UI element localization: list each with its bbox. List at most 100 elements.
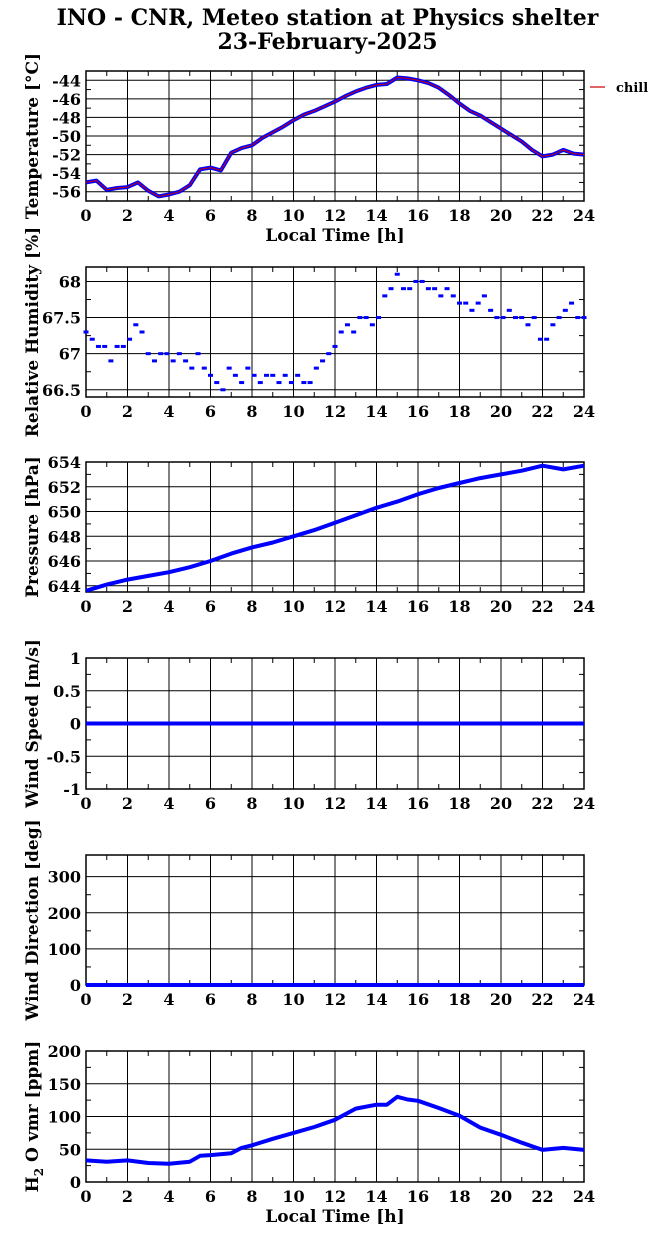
- x-tick-label: 24: [573, 794, 595, 813]
- y-tick-label: -54: [52, 164, 81, 183]
- x-tick-label: 12: [324, 597, 346, 616]
- data-point: [425, 287, 431, 291]
- x-tick-label: 20: [490, 402, 512, 421]
- x-tick-label: 18: [448, 794, 470, 813]
- x-tick-label: 10: [282, 794, 304, 813]
- x-tick-label: 12: [324, 206, 346, 225]
- data-point: [407, 287, 413, 291]
- data-point: [363, 316, 369, 320]
- plot-frame: [85, 70, 585, 202]
- x-tick-label: 6: [205, 402, 216, 421]
- y-tick-label: -50: [52, 127, 81, 146]
- x-tick-label: 22: [531, 794, 553, 813]
- y-tick-label: 50: [59, 1140, 81, 1159]
- x-tick-label: 12: [324, 794, 346, 813]
- data-point: [531, 316, 537, 320]
- x-tick-label: 22: [531, 1187, 553, 1206]
- x-tick-label: 20: [490, 794, 512, 813]
- data-point: [295, 373, 301, 377]
- y-tick-label: 300: [48, 868, 81, 887]
- y-axis-label: Relative Humidity [%]: [23, 227, 43, 437]
- data-point: [251, 373, 257, 377]
- x-tick-label: 18: [448, 990, 470, 1009]
- x-tick-label: 12: [324, 990, 346, 1009]
- data-point: [264, 373, 270, 377]
- x-tick-label: 18: [448, 402, 470, 421]
- y-axis-label: Temperature [°C]: [23, 53, 43, 219]
- x-tick-label: 24: [573, 990, 595, 1009]
- data-point: [120, 344, 126, 348]
- x-tick-label: 20: [490, 206, 512, 225]
- x-tick-label: 18: [448, 597, 470, 616]
- x-tick-label: 24: [573, 597, 595, 616]
- y-tick-label: -44: [52, 71, 81, 90]
- data-point: [351, 330, 357, 334]
- data-point: [513, 316, 519, 320]
- x-tick-label: 6: [205, 990, 216, 1009]
- data-point: [400, 287, 406, 291]
- data-point: [419, 279, 425, 283]
- data-point: [388, 287, 394, 291]
- x-tick-label: 14: [365, 794, 387, 813]
- x-tick-label: 0: [80, 1187, 91, 1206]
- plot-frame: [85, 461, 585, 593]
- y-tick-label: -52: [52, 146, 81, 165]
- x-tick-label: 10: [282, 597, 304, 616]
- data-point: [151, 359, 157, 363]
- title-line-1: INO - CNR, Meteo station at Physics shel…: [56, 5, 599, 31]
- data-point: [338, 330, 344, 334]
- data-point: [127, 337, 133, 341]
- x-tick-label: 2: [122, 597, 133, 616]
- data-point: [270, 373, 276, 377]
- data-point: [569, 301, 575, 305]
- series-line: [85, 1094, 585, 1166]
- series-line: [85, 463, 585, 593]
- data-point: [176, 352, 182, 356]
- x-tick-label: 14: [365, 990, 387, 1009]
- data-point: [102, 344, 108, 348]
- x-tick-label: 8: [246, 990, 257, 1009]
- data-point: [544, 337, 550, 341]
- chart-panel-3: 0 2 4 6 8 10 12 14 16 18 20 22 24644646648650652654P…: [23, 453, 595, 616]
- x-tick-label: 0: [80, 597, 91, 616]
- data-point: [145, 352, 151, 356]
- x-tick-label: 22: [531, 597, 553, 616]
- x-tick-label: 0: [80, 402, 91, 421]
- data-point: [326, 352, 332, 356]
- legend-label-chill: chill: [616, 81, 648, 96]
- data-point: [214, 381, 220, 385]
- y-tick-label: 67.5: [42, 309, 81, 328]
- data-point: [108, 359, 114, 363]
- data-point: [226, 366, 232, 370]
- x-tick-label: 0: [80, 206, 91, 225]
- x-tick-label: 2: [122, 990, 133, 1009]
- x-tick-label: 12: [324, 1187, 346, 1206]
- x-tick-label: 14: [365, 1187, 387, 1206]
- x-tick-label: 10: [282, 206, 304, 225]
- data-point: [282, 373, 288, 377]
- data-point: [444, 287, 450, 291]
- data-point: [581, 316, 587, 320]
- data-point: [463, 301, 469, 305]
- plot-frame: [85, 1050, 585, 1183]
- x-tick-label: 4: [163, 794, 174, 813]
- x-tick-label: 6: [205, 206, 216, 225]
- data-point: [170, 359, 176, 363]
- data-point: [525, 323, 531, 327]
- x-tick-label: 18: [448, 1187, 470, 1206]
- data-point: [550, 323, 556, 327]
- data-point: [413, 279, 419, 283]
- data-point: [469, 308, 475, 312]
- chart-panel-1: 0 2 4 6 8 10 12 14 16 18 20 22 24-56-54-52-50-48-46-…: [23, 53, 648, 246]
- y-tick-label: -46: [52, 90, 81, 109]
- data-point: [307, 381, 313, 385]
- data-point: [183, 359, 189, 363]
- data-point: [232, 373, 238, 377]
- data-point: [288, 381, 294, 385]
- data-point: [133, 323, 139, 327]
- data-point: [89, 337, 95, 341]
- y-tick-label: -1: [63, 780, 81, 799]
- data-point: [83, 330, 89, 334]
- data-point: [500, 316, 506, 320]
